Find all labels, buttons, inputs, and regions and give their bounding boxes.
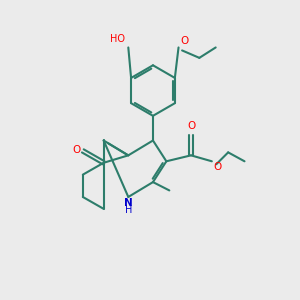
Text: N: N: [124, 198, 133, 208]
Text: O: O: [72, 145, 80, 155]
Text: H: H: [124, 205, 132, 215]
Text: O: O: [213, 162, 222, 172]
Text: HO: HO: [110, 34, 125, 44]
Text: O: O: [187, 121, 195, 131]
Text: O: O: [180, 36, 188, 46]
